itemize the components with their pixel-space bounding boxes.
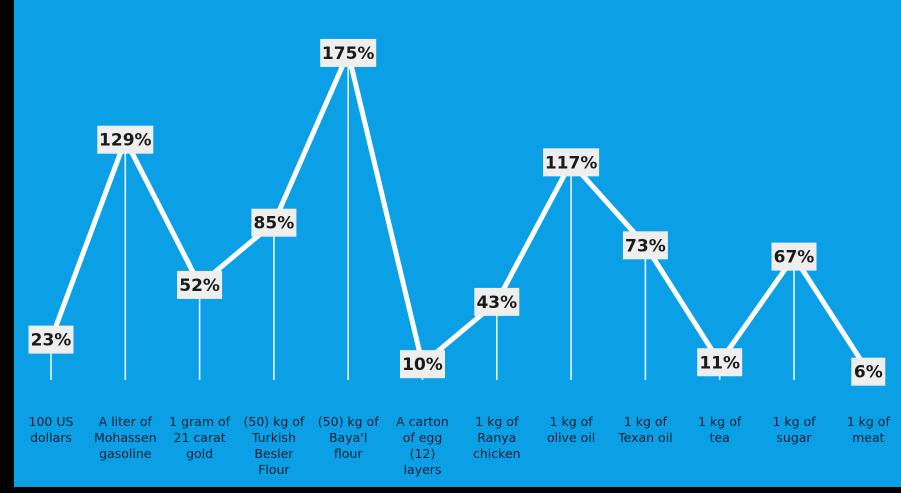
data-label-7: 117%: [543, 148, 600, 177]
data-label-box: [28, 325, 74, 354]
data-label-text: 85%: [254, 214, 295, 234]
data-label-1: 129%: [97, 125, 154, 154]
category-label-line: A carton: [396, 414, 449, 429]
data-label-box: [851, 357, 886, 386]
category-label-line: (50) kg of: [243, 414, 304, 429]
category-label-9: 1 kg of tea: [698, 414, 742, 445]
category-label-line: 1 kg of: [698, 414, 742, 429]
category-label-line: 1 kg of: [847, 414, 891, 429]
category-label-line: 21 carat: [174, 430, 226, 445]
category-label-10: 1 kg of sugar: [772, 414, 816, 445]
category-label-line: 1 kg of: [550, 414, 594, 429]
data-label-box: [474, 287, 520, 316]
data-label-10: 67%: [771, 242, 817, 271]
category-label-line: 1 kg of: [772, 414, 816, 429]
data-label-box: [622, 231, 668, 260]
category-label-line: chicken: [473, 446, 521, 461]
category-label-line: tea: [710, 430, 730, 445]
data-label-4: 175%: [320, 38, 377, 67]
data-label-text: 10%: [402, 355, 443, 375]
data-label-9: 11%: [697, 348, 743, 377]
category-label-3: (50) kg of Turkish Besler Flour: [243, 414, 304, 477]
data-label-text: 43%: [476, 293, 517, 313]
category-label-line: A liter of: [99, 414, 153, 429]
category-label-line: (50) kg of: [318, 414, 379, 429]
category-label-line: Baya'I: [329, 430, 367, 445]
data-label-box: [320, 38, 377, 67]
category-label-8: 1 kg of Texan oil: [617, 414, 673, 445]
data-label-3: 85%: [251, 208, 297, 237]
data-label-2: 52%: [177, 270, 223, 299]
category-label-line: 100 US: [29, 414, 74, 429]
category-label-4: (50) kg of Baya'I flour: [318, 414, 379, 461]
data-label-text: 73%: [625, 236, 666, 256]
data-label-8: 73%: [622, 231, 668, 260]
data-label-5: 10%: [400, 350, 445, 379]
series-line: [48, 50, 871, 375]
category-label-line: 1 gram of: [169, 414, 230, 429]
category-label-line: (12): [410, 446, 436, 461]
data-label-0: 23%: [28, 325, 74, 354]
category-label-0: 100 US dollars: [29, 414, 74, 445]
data-label-text: 52%: [179, 276, 220, 296]
data-label-11: 6%: [851, 357, 886, 386]
data-label-box: [251, 208, 297, 237]
category-label-line: layers: [404, 462, 442, 477]
data-label-box: [400, 350, 445, 379]
data-label-text: 175%: [322, 44, 375, 64]
data-label-text: 6%: [854, 363, 883, 383]
category-label-line: gold: [186, 446, 213, 461]
data-label-text: 11%: [699, 353, 740, 373]
category-label-line: meat: [852, 430, 885, 445]
category-label-11: 1 kg of meat: [847, 414, 891, 445]
category-label-line: flour: [334, 446, 363, 461]
category-label-line: 1 kg of: [475, 414, 519, 429]
category-label-line: Mohassen: [94, 430, 157, 445]
category-label-2: 1 gram of 21 carat gold: [169, 414, 230, 461]
category-label-line: Besler: [254, 446, 294, 461]
category-label-7: 1 kg of olive oil: [547, 414, 595, 445]
data-label-text: 129%: [99, 131, 152, 151]
plot-background: [14, 0, 901, 487]
data-label-box: [177, 270, 223, 299]
category-label-1: A liter of Mohassen gasoline: [94, 414, 157, 461]
category-label-line: sugar: [776, 430, 812, 445]
data-label-box: [771, 242, 817, 271]
category-label-line: 1 kg of: [624, 414, 668, 429]
category-label-line: dollars: [30, 430, 72, 445]
category-label-line: Texan oil: [617, 430, 673, 445]
category-label-line: olive oil: [547, 430, 595, 445]
data-label-text: 67%: [774, 248, 815, 268]
data-label-6: 43%: [474, 287, 520, 316]
category-label-line: Turkish: [251, 430, 296, 445]
data-label-box: [697, 348, 743, 377]
category-label-line: of egg: [403, 430, 443, 445]
category-label-line: Ranya: [477, 430, 516, 445]
data-label-text: 23%: [31, 331, 72, 351]
data-label-box: [97, 125, 154, 154]
category-label-5: A carton of egg (12) layers: [396, 414, 449, 477]
category-label-line: gasoline: [99, 446, 152, 461]
category-label-6: 1 kg of Ranya chicken: [473, 414, 521, 461]
data-label-box: [543, 148, 600, 177]
category-label-line: Flour: [258, 462, 290, 477]
data-label-text: 117%: [545, 153, 598, 173]
